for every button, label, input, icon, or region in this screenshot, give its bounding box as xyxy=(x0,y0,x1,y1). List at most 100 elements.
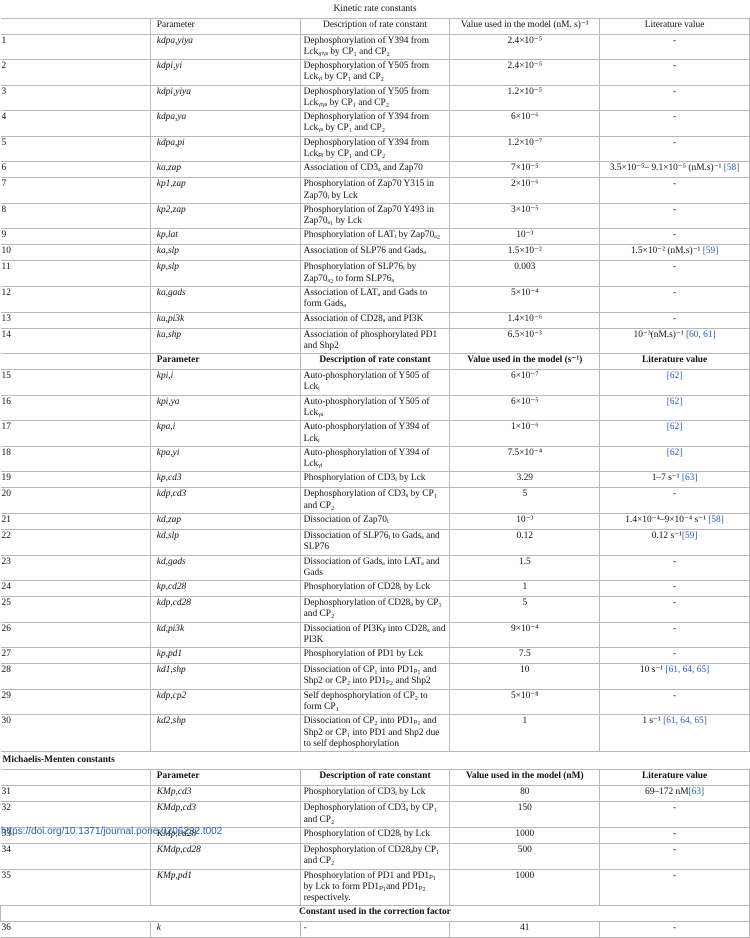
citation-link[interactable]: [62] xyxy=(666,396,683,407)
parameter-symbol: kdpa,pi xyxy=(149,135,301,163)
row-number: 5 xyxy=(0,135,151,163)
section-correction-factor: Constant used in the correction factor xyxy=(0,905,750,923)
row-number: 26 xyxy=(0,621,151,649)
parameter-symbol: kdp,cd3 xyxy=(149,487,301,514)
rate-description: - xyxy=(299,921,451,938)
parameter-symbol: kd,gads xyxy=(149,554,301,582)
row-number: 36 xyxy=(0,921,151,938)
table-row: 8 kp2,zap Phosphorylation of Zap70 Y493 in… xyxy=(0,202,750,230)
citation-link[interactable]: [63] xyxy=(681,473,698,484)
citation-link[interactable]: [63] xyxy=(688,787,705,798)
model-value: 0.003 xyxy=(449,260,601,287)
row-number: 24 xyxy=(0,580,151,598)
parameter-symbol: ka,zap xyxy=(149,161,301,179)
parameter-symbol: kp,pd1 xyxy=(149,647,301,665)
parameter-symbol: kd,slp xyxy=(149,528,301,556)
literature-value: - xyxy=(599,688,750,716)
citation-link[interactable]: [61, 64, 65] xyxy=(663,716,707,727)
section-michaelis-menten-row: Michaelis-Menten constants xyxy=(0,751,750,771)
model-value: 5×10⁻⁴ xyxy=(449,286,601,313)
model-value: 6×10⁻⁷ xyxy=(449,369,601,396)
rate-description: Phosphorylation of CD28ᵢ by Lck xyxy=(299,827,451,844)
rate-description: Dephosphorylation of Y394 from Lckₚᵢ by … xyxy=(299,135,451,163)
citation-link[interactable]: [59] xyxy=(702,246,719,257)
model-value: 1000 xyxy=(449,868,601,907)
literature-value: - xyxy=(599,580,750,598)
literature-value: - xyxy=(599,843,750,870)
parameter-symbol: kp2,zap xyxy=(149,202,301,230)
table-row: 34 KMdp,cd28 Dephosphorylation of CD28ₐby … xyxy=(0,843,750,870)
literature-value: 69–172 nM[63] xyxy=(599,785,750,803)
header-value: Value used in the model (nM) xyxy=(449,769,601,787)
row-number: 25 xyxy=(0,596,151,623)
rate-description: Phosphorylation of PD1 by Lck xyxy=(299,647,451,665)
literature-value: 1.5×10⁻² (nM.s)⁻¹ [59] xyxy=(599,244,750,262)
row-number: 27 xyxy=(0,647,151,665)
literature-value: - xyxy=(599,621,750,649)
rate-description: Dephosphorylation of CD3ₐ by CP₁ and CP₂ xyxy=(299,487,451,514)
citation-link[interactable]: [61, 64, 65] xyxy=(665,665,710,676)
parameter-symbol: kdpi,yi xyxy=(149,59,301,86)
literature-value: - xyxy=(599,647,750,665)
header-parameter: Parameter xyxy=(149,353,301,371)
citation-link[interactable]: [62] xyxy=(666,371,683,382)
row-number: 12 xyxy=(0,286,151,313)
model-value: 3.29 xyxy=(449,471,601,489)
rate-description: Phosphorylation of PD1 and PD1ₚ₁ by Lck … xyxy=(299,868,451,907)
row-number: 28 xyxy=(0,663,151,690)
doi-link[interactable]: https://doi.org/10.1371/journal.pone.020… xyxy=(1,826,223,837)
model-value: 10⁻³ xyxy=(449,228,601,246)
table-row: 20 kdp,cd3 Dephosphorylation of CD3ₐ by CP… xyxy=(0,487,750,514)
literature-value: - xyxy=(599,286,750,313)
literature-value: 10⁻³(nM.s)⁻¹ [60, 61] xyxy=(599,327,750,355)
model-value: 6×10⁻⁶ xyxy=(449,110,601,137)
model-value: 5 xyxy=(449,487,601,514)
parameter-symbol: kdp,cp2 xyxy=(149,688,301,716)
row-number: 15 xyxy=(0,369,151,396)
parameter-symbol: kdpa,ya xyxy=(149,110,301,137)
literature-value: 10 s⁻¹ [61, 64, 65] xyxy=(599,663,750,690)
literature-value: - xyxy=(599,135,750,163)
row-number: 13 xyxy=(0,311,151,329)
rate-description: Association of LATₐ and Gads to form Gad… xyxy=(299,286,451,313)
literature-value: [62] xyxy=(599,369,750,396)
citation-link[interactable]: [62] xyxy=(666,422,683,433)
table-row: 25 kdp,cd28 Dephosphorylation of CD28ₐ by … xyxy=(0,596,750,623)
parameter-symbol: kp1,zap xyxy=(149,177,301,204)
parameter-symbol: KMdp,cd3 xyxy=(149,801,301,828)
table-row: 28 kd1,shp Dissociation of CP₁ into PD1ₚ₁ … xyxy=(0,663,750,690)
citation-link[interactable]: [58] xyxy=(708,514,724,525)
literature-value: 1 s⁻¹ [61, 64, 65] xyxy=(599,714,750,753)
parameter-symbol: kpa,i xyxy=(149,420,301,447)
rate-description: Dephosphorylation of Y505 from Lckᵧᵢ by … xyxy=(299,59,451,86)
model-value: 5 xyxy=(449,596,601,623)
section-correction-factor-row: Constant used in the correction factor xyxy=(0,905,750,923)
literature-value: - xyxy=(599,921,750,938)
header-parameter: Parameter xyxy=(149,17,301,35)
rate-description: Auto-phosphorylation of Y394 of Lckᵢ xyxy=(299,420,451,447)
model-value: 1.4×10⁻⁶ xyxy=(449,311,601,329)
citation-link[interactable]: [58] xyxy=(723,163,740,174)
rate-description: Dephosphorylation of Y505 from Lckᵧᵢᵧₐ b… xyxy=(299,84,451,112)
header-literature: Literature value xyxy=(599,17,750,35)
literature-value: - xyxy=(599,228,750,246)
column-header-row: Parameter Description of rate constant Val… xyxy=(0,769,750,787)
citation-link[interactable]: [59] xyxy=(681,530,698,541)
rate-description: Phosphorylation of Zap70 Y315 in Zap70ᵢ … xyxy=(299,177,451,204)
parameter-symbol: kdpi,yiya xyxy=(149,84,301,112)
rate-description: Dephosphorylation of CD28ₐby CP₁ and CP₂ xyxy=(299,843,451,870)
section-michaelis-menten: Michaelis-Menten constants xyxy=(0,751,750,771)
table-row: 21 kd,zap Dissociation of Zap70ᵢ 10⁻³ 1.4×10… xyxy=(0,512,750,530)
header-literature: Literature value xyxy=(599,353,750,371)
rate-description: Self dephosphorylation of CP₂ to form CP… xyxy=(299,688,451,716)
citation-link[interactable]: [62] xyxy=(666,447,683,458)
citation-link[interactable]: [60, 61] xyxy=(686,329,716,340)
parameter-symbol: kp,slp xyxy=(149,260,301,287)
table-row: 12 ka,gads Association of LATₐ and Gads to… xyxy=(0,286,750,313)
model-value: 3×10⁻⁵ xyxy=(449,202,601,230)
parameter-symbol: kdp,cd28 xyxy=(149,596,301,623)
table-title: Kinetic rate constants xyxy=(0,0,750,19)
literature-value: - xyxy=(599,554,750,582)
row-number: 23 xyxy=(0,554,151,582)
